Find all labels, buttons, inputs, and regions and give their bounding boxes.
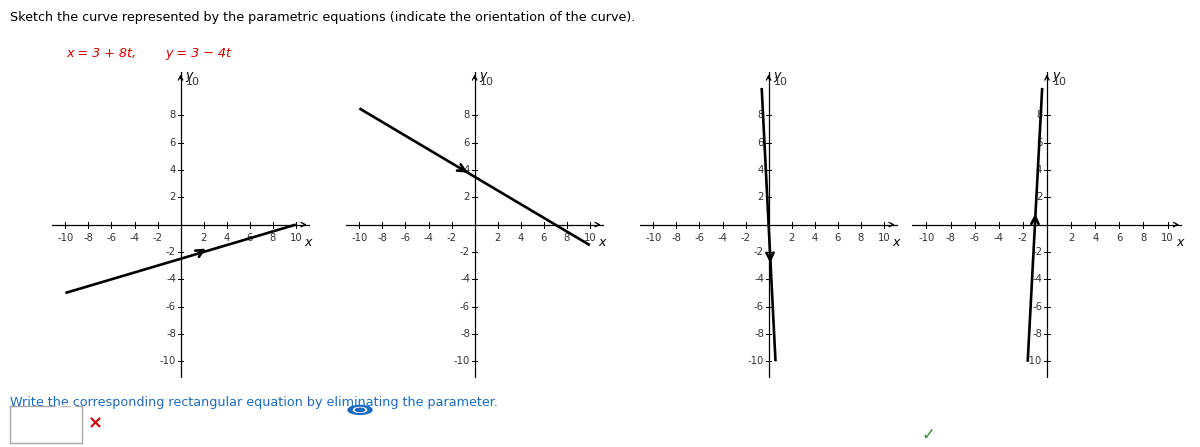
Text: -6: -6 <box>695 233 704 243</box>
Text: 10: 10 <box>774 77 787 87</box>
Text: -6: -6 <box>754 302 764 312</box>
Text: 8: 8 <box>270 233 276 243</box>
Text: x: x <box>892 236 899 249</box>
Text: Write the corresponding rectangular equation by eliminating the parameter.: Write the corresponding rectangular equa… <box>10 396 498 409</box>
Text: 2: 2 <box>757 192 764 202</box>
Text: x: x <box>304 236 311 249</box>
Text: x = 3 + 8t,: x = 3 + 8t, <box>66 47 136 60</box>
Text: -10: -10 <box>58 233 73 243</box>
Text: 6: 6 <box>246 233 253 243</box>
Text: -6: -6 <box>970 233 979 243</box>
Text: 8: 8 <box>858 233 864 243</box>
Text: -2: -2 <box>460 247 470 257</box>
Text: -8: -8 <box>166 329 176 339</box>
Text: -2: -2 <box>1032 247 1042 257</box>
Text: -10: -10 <box>454 356 470 366</box>
Text: -4: -4 <box>460 274 470 284</box>
Text: 4: 4 <box>1092 233 1098 243</box>
Text: 10: 10 <box>480 77 493 87</box>
Text: -10: -10 <box>1026 356 1042 366</box>
Text: -10: -10 <box>748 356 764 366</box>
Text: -8: -8 <box>946 233 955 243</box>
Text: y: y <box>479 69 486 82</box>
Text: -4: -4 <box>754 274 764 284</box>
Text: y: y <box>773 69 780 82</box>
Text: 2: 2 <box>1068 233 1074 243</box>
Text: -2: -2 <box>1018 233 1028 243</box>
Text: 4: 4 <box>1036 165 1042 175</box>
Text: 2: 2 <box>200 233 206 243</box>
Text: Sketch the curve represented by the parametric equations (indicate the orientati: Sketch the curve represented by the para… <box>10 11 635 24</box>
Text: 4: 4 <box>169 165 176 175</box>
Text: 6: 6 <box>757 138 764 148</box>
Text: -4: -4 <box>424 233 433 243</box>
Text: 6: 6 <box>834 233 841 243</box>
Text: 8: 8 <box>1036 110 1042 120</box>
Text: 10: 10 <box>1162 233 1174 243</box>
Text: 10: 10 <box>877 233 890 243</box>
Text: -10: -10 <box>160 356 176 366</box>
Text: -8: -8 <box>378 233 388 243</box>
Text: -6: -6 <box>401 233 410 243</box>
Text: -2: -2 <box>166 247 176 257</box>
Text: 6: 6 <box>169 138 176 148</box>
Text: y = 3 − 4t: y = 3 − 4t <box>166 47 232 60</box>
Text: -8: -8 <box>84 233 94 243</box>
Text: -10: -10 <box>918 233 935 243</box>
Text: -8: -8 <box>460 329 470 339</box>
Text: -2: -2 <box>446 233 456 243</box>
Text: -2: -2 <box>152 233 162 243</box>
Text: 8: 8 <box>1140 233 1146 243</box>
Text: -8: -8 <box>754 329 764 339</box>
Text: 2: 2 <box>494 233 500 243</box>
Text: -4: -4 <box>166 274 176 284</box>
Text: -2: -2 <box>754 247 764 257</box>
Text: 10: 10 <box>1052 77 1067 87</box>
Text: -4: -4 <box>718 233 727 243</box>
Text: y: y <box>185 69 192 82</box>
Text: 10: 10 <box>583 233 596 243</box>
Text: 6: 6 <box>540 233 547 243</box>
Text: 2: 2 <box>788 233 794 243</box>
Text: 2: 2 <box>463 192 470 202</box>
Text: -6: -6 <box>1032 302 1042 312</box>
Text: 10: 10 <box>289 233 302 243</box>
Text: -6: -6 <box>460 302 470 312</box>
Text: 8: 8 <box>169 110 176 120</box>
Text: 4: 4 <box>223 233 229 243</box>
Text: -10: -10 <box>646 233 661 243</box>
Text: 8: 8 <box>463 110 470 120</box>
Text: -4: -4 <box>994 233 1003 243</box>
Text: x: x <box>1176 236 1183 249</box>
Text: 4: 4 <box>517 233 523 243</box>
Text: -6: -6 <box>107 233 116 243</box>
Text: y: y <box>1052 69 1060 82</box>
Text: 10: 10 <box>186 77 199 87</box>
Text: x: x <box>598 236 605 249</box>
Text: 2: 2 <box>1036 192 1042 202</box>
Text: -8: -8 <box>672 233 682 243</box>
Text: -4: -4 <box>1032 274 1042 284</box>
Text: 2: 2 <box>169 192 176 202</box>
Text: 6: 6 <box>1036 138 1042 148</box>
Text: -8: -8 <box>1032 329 1042 339</box>
Text: 4: 4 <box>757 165 764 175</box>
Text: ✓: ✓ <box>922 426 936 443</box>
Text: ×: × <box>88 415 103 433</box>
Text: -4: -4 <box>130 233 139 243</box>
Text: 8: 8 <box>757 110 764 120</box>
Text: -2: -2 <box>740 233 750 243</box>
Text: 4: 4 <box>811 233 817 243</box>
Text: -10: -10 <box>352 233 367 243</box>
Text: -6: -6 <box>166 302 176 312</box>
Text: 6: 6 <box>1116 233 1122 243</box>
Text: 8: 8 <box>564 233 570 243</box>
Text: 6: 6 <box>463 138 470 148</box>
Text: 4: 4 <box>463 165 470 175</box>
